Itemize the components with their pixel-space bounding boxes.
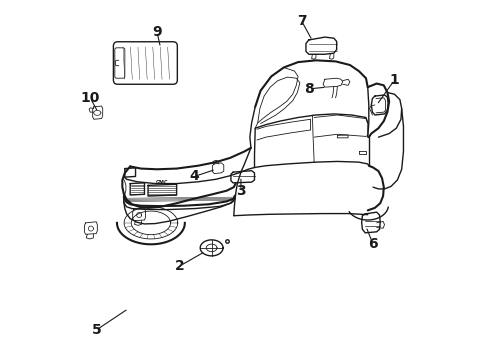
Text: 1: 1 [389, 73, 399, 87]
Text: 8: 8 [304, 82, 313, 96]
Text: 9: 9 [152, 25, 162, 39]
Text: 2: 2 [175, 259, 184, 273]
FancyBboxPatch shape [113, 42, 177, 84]
Text: 5: 5 [91, 323, 101, 337]
Text: GMC: GMC [156, 180, 168, 185]
FancyBboxPatch shape [115, 48, 124, 78]
Text: 7: 7 [296, 14, 306, 28]
Text: 10: 10 [81, 91, 100, 105]
Text: 4: 4 [189, 170, 199, 184]
Text: 6: 6 [367, 237, 377, 251]
Text: 3: 3 [236, 184, 245, 198]
